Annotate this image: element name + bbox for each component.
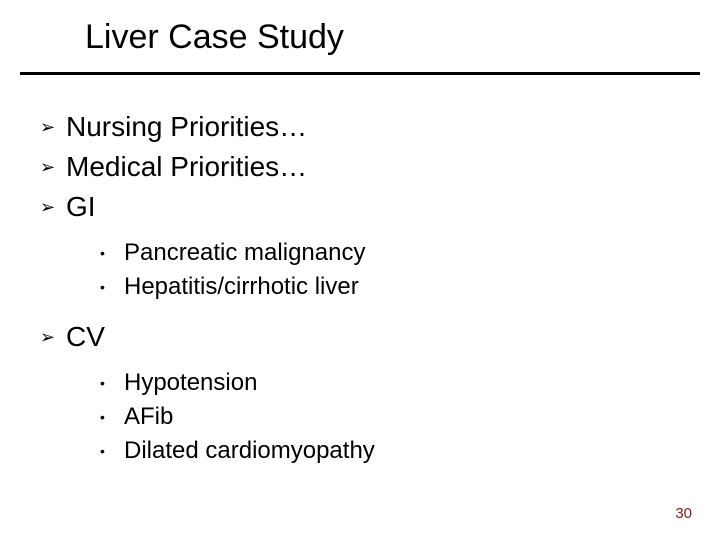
list-item: ➢ CV [40,320,375,354]
list-item-text: Nursing Priorities… [66,110,307,144]
dot-icon: • [100,402,124,432]
list-item: ➢ GI [40,190,375,224]
list-item-text: Hypotension [124,368,257,398]
dot-icon: • [100,436,124,466]
sublist: • Hypotension • AFib • Dilated cardiomyo… [40,368,375,466]
list-item-text: AFib [124,402,173,432]
list-item: • Pancreatic malignancy [100,238,375,268]
dot-icon: • [100,272,124,302]
chevron-right-icon: ➢ [40,110,66,144]
slide: Liver Case Study ➢ Nursing Priorities… ➢… [0,0,720,540]
list-item: • Hepatitis/cirrhotic liver [100,272,375,302]
dot-icon: • [100,238,124,268]
page-title: Liver Case Study [85,18,344,57]
list-item: • Dilated cardiomyopathy [100,436,375,466]
list-item: ➢ Medical Priorities… [40,150,375,184]
sublist: • Pancreatic malignancy • Hepatitis/cirr… [40,238,375,302]
list-item-text: Dilated cardiomyopathy [124,436,375,466]
list-item: ➢ Nursing Priorities… [40,110,375,144]
dot-icon: • [100,368,124,398]
list-item-text: Hepatitis/cirrhotic liver [124,272,359,302]
content-area: ➢ Nursing Priorities… ➢ Medical Prioriti… [40,110,375,484]
page-number: 30 [675,505,692,522]
title-wrap: Liver Case Study [85,18,344,57]
list-item: • Hypotension [100,368,375,398]
chevron-right-icon: ➢ [40,190,66,224]
list-item-text: GI [66,190,96,224]
list-item: • AFib [100,402,375,432]
chevron-right-icon: ➢ [40,150,66,184]
list-item-text: Medical Priorities… [66,150,307,184]
list-item-text: Pancreatic malignancy [124,238,365,268]
title-underline [20,72,700,75]
list-item-text: CV [66,320,105,354]
chevron-right-icon: ➢ [40,320,66,354]
